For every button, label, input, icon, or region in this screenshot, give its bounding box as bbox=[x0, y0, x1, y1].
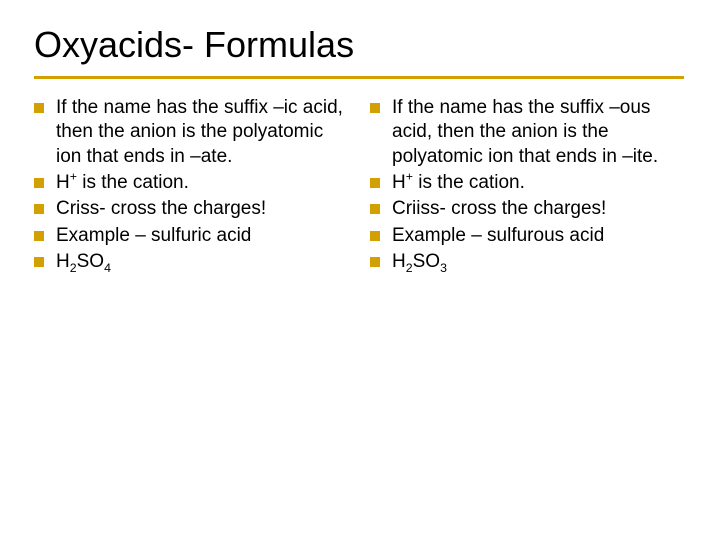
slide: Oxyacids- Formulas If the name has the s… bbox=[0, 0, 720, 540]
list-item: Example – sulfurous acid bbox=[370, 224, 686, 248]
bullet-icon bbox=[370, 178, 380, 188]
bullet-icon bbox=[370, 231, 380, 241]
bullet-icon bbox=[34, 231, 44, 241]
bullet-text: H2SO4 bbox=[56, 250, 111, 274]
bullet-icon bbox=[34, 103, 44, 113]
list-item: H+ is the cation. bbox=[370, 171, 686, 195]
bullet-icon bbox=[34, 178, 44, 188]
bullet-text: If the name has the suffix –ous acid, th… bbox=[392, 96, 686, 169]
bullet-icon bbox=[370, 257, 380, 267]
bullet-text: Criss- cross the charges! bbox=[56, 197, 266, 221]
bullet-text: Example – sulfurous acid bbox=[392, 224, 604, 248]
list-item: H2SO4 bbox=[34, 250, 350, 274]
bullet-text: H+ is the cation. bbox=[392, 171, 525, 195]
list-item: Criss- cross the charges! bbox=[34, 197, 350, 221]
list-item: If the name has the suffix –ic acid, the… bbox=[34, 96, 350, 169]
title-underline bbox=[34, 76, 684, 79]
bullet-text: Example – sulfuric acid bbox=[56, 224, 251, 248]
list-item: If the name has the suffix –ous acid, th… bbox=[370, 96, 686, 169]
bullet-text: H2SO3 bbox=[392, 250, 447, 274]
right-column: If the name has the suffix –ous acid, th… bbox=[370, 96, 686, 276]
bullet-icon bbox=[34, 257, 44, 267]
slide-title: Oxyacids- Formulas bbox=[34, 24, 354, 66]
list-item: Criiss- cross the charges! bbox=[370, 197, 686, 221]
content-columns: If the name has the suffix –ic acid, the… bbox=[34, 96, 686, 276]
bullet-icon bbox=[370, 103, 380, 113]
list-item: H+ is the cation. bbox=[34, 171, 350, 195]
bullet-text: If the name has the suffix –ic acid, the… bbox=[56, 96, 350, 169]
left-column: If the name has the suffix –ic acid, the… bbox=[34, 96, 350, 276]
bullet-text: Criiss- cross the charges! bbox=[392, 197, 606, 221]
list-item: Example – sulfuric acid bbox=[34, 224, 350, 248]
bullet-text: H+ is the cation. bbox=[56, 171, 189, 195]
bullet-icon bbox=[34, 204, 44, 214]
bullet-icon bbox=[370, 204, 380, 214]
list-item: H2SO3 bbox=[370, 250, 686, 274]
